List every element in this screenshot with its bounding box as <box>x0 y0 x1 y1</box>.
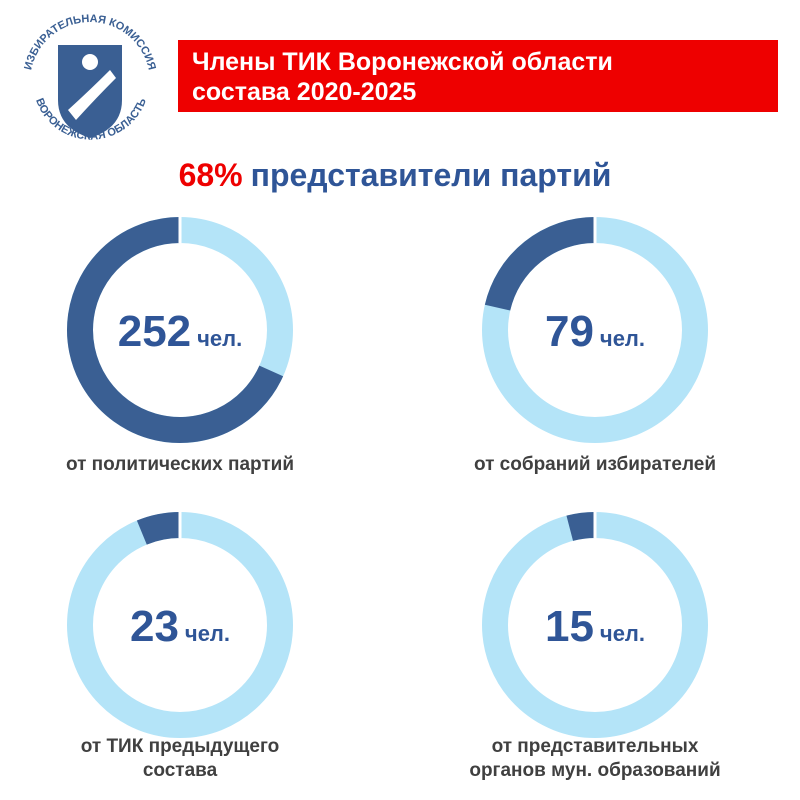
logo-bell <box>82 54 98 70</box>
donut-ring <box>67 512 293 738</box>
donut-caption: от ТИК предыдущего <box>81 736 280 757</box>
headline: 68% представители партий <box>179 157 612 193</box>
value-unit: чел. <box>197 326 242 351</box>
donut-segment <box>136 512 181 545</box>
donut-value: 252 чел. <box>118 307 243 356</box>
donut-ring <box>482 512 708 738</box>
logo: ИЗБИРАТЕЛЬНАЯ КОМИССИЯ ВОРОНЕЖСКАЯ ОБЛАС… <box>22 13 157 143</box>
logo-emblem <box>68 70 116 120</box>
donut-caption: от собраний избирателей <box>474 454 716 475</box>
donut-caption: органов мун. образований <box>469 760 720 781</box>
value-unit: чел. <box>185 621 230 646</box>
title-line: Члены ТИК Воронежской области <box>192 48 613 76</box>
donut-segment <box>484 217 596 311</box>
value-number: 23 <box>130 602 179 651</box>
headline-text: представители партий <box>251 157 612 193</box>
value-unit: чел. <box>600 326 645 351</box>
donut-value: 15 чел. <box>545 602 645 651</box>
donut-caption: состава <box>143 760 218 781</box>
title-line: состава 2020-2025 <box>192 78 416 106</box>
value-number: 79 <box>545 307 594 356</box>
donut-value: 23 чел. <box>130 602 230 651</box>
donut-value: 79 чел. <box>545 307 645 356</box>
value-number: 252 <box>118 307 191 356</box>
value-number: 15 <box>545 602 594 651</box>
donut-caption: от политических партий <box>66 454 294 475</box>
value-unit: чел. <box>600 621 645 646</box>
donut-segment <box>67 217 284 443</box>
headline-value: 68% <box>179 157 243 193</box>
donut-segment <box>566 512 596 541</box>
donut-caption: от представительных <box>492 736 699 757</box>
title-box <box>178 40 778 112</box>
